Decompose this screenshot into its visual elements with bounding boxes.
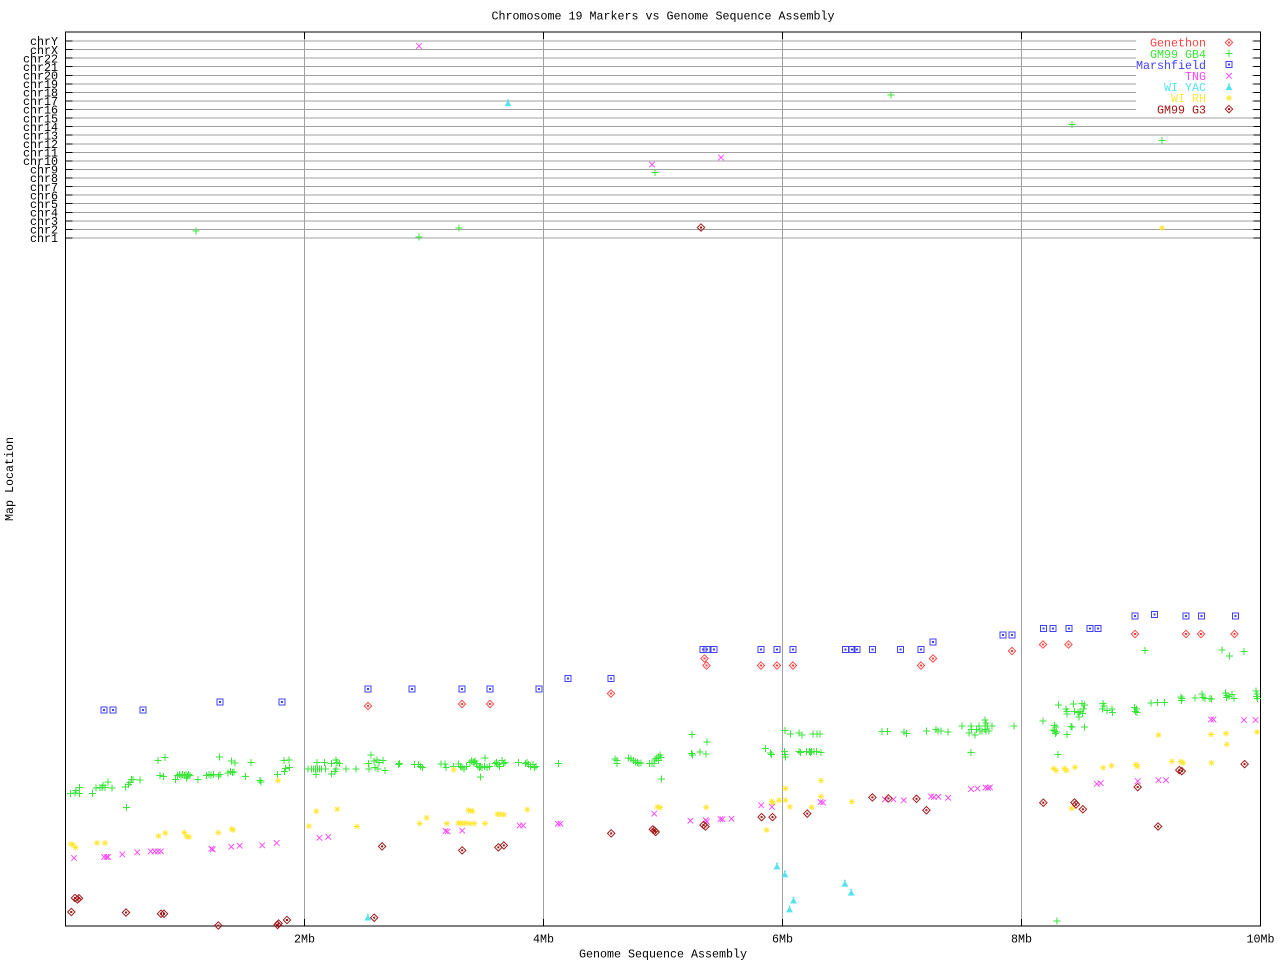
svg-text:chr16: chr16	[23, 104, 58, 118]
svg-text:chr20: chr20	[23, 70, 58, 84]
svg-text:chr6: chr6	[30, 189, 58, 203]
svg-text:chr22: chr22	[23, 52, 58, 66]
svg-text:chrY: chrY	[30, 35, 58, 49]
svg-text:chr5: chr5	[30, 198, 58, 212]
svg-text:GM99 GB4: GM99 GB4	[1150, 48, 1206, 62]
svg-text:GM99 G3: GM99 G3	[1157, 103, 1206, 117]
svg-text:chr11: chr11	[23, 147, 58, 161]
svg-text:WI YAC: WI YAC	[1164, 81, 1206, 95]
svg-text:chr21: chr21	[23, 61, 58, 75]
svg-text:chr4: chr4	[30, 207, 58, 221]
svg-text:4Mb: 4Mb	[533, 933, 554, 947]
svg-text:6Mb: 6Mb	[772, 933, 793, 947]
svg-text:WI RH: WI RH	[1171, 92, 1206, 106]
svg-text:Genome Sequence Assembly: Genome Sequence Assembly	[579, 948, 747, 960]
svg-text:10Mb: 10Mb	[1247, 933, 1275, 947]
svg-text:Genethon: Genethon	[1150, 37, 1206, 51]
svg-text:chr14: chr14	[23, 121, 58, 135]
svg-text:chr12: chr12	[23, 138, 58, 152]
svg-text:chr2: chr2	[30, 224, 58, 238]
svg-text:8Mb: 8Mb	[1011, 933, 1032, 947]
svg-text:chr17: chr17	[23, 95, 58, 109]
svg-text:chr10: chr10	[23, 155, 58, 169]
svg-text:chr7: chr7	[30, 181, 58, 195]
svg-text:chrX: chrX	[30, 44, 58, 58]
svg-text:chr13: chr13	[23, 129, 58, 143]
svg-text:chr9: chr9	[30, 164, 58, 178]
svg-text:chr18: chr18	[23, 87, 58, 101]
svg-text:chr15: chr15	[23, 112, 58, 126]
svg-text:Map Location: Map Location	[3, 437, 17, 521]
svg-text:TNG: TNG	[1185, 70, 1206, 84]
svg-text:chr8: chr8	[30, 172, 58, 186]
svg-text:Marshfield: Marshfield	[1136, 59, 1206, 73]
svg-text:2Mb: 2Mb	[294, 933, 315, 947]
svg-text:chr19: chr19	[23, 78, 58, 92]
svg-text:chr1: chr1	[30, 232, 58, 246]
svg-text:Chromosome 19 Markers vs Genom: Chromosome 19 Markers vs Genome Sequence…	[492, 10, 835, 24]
svg-text:chr3: chr3	[30, 215, 58, 229]
